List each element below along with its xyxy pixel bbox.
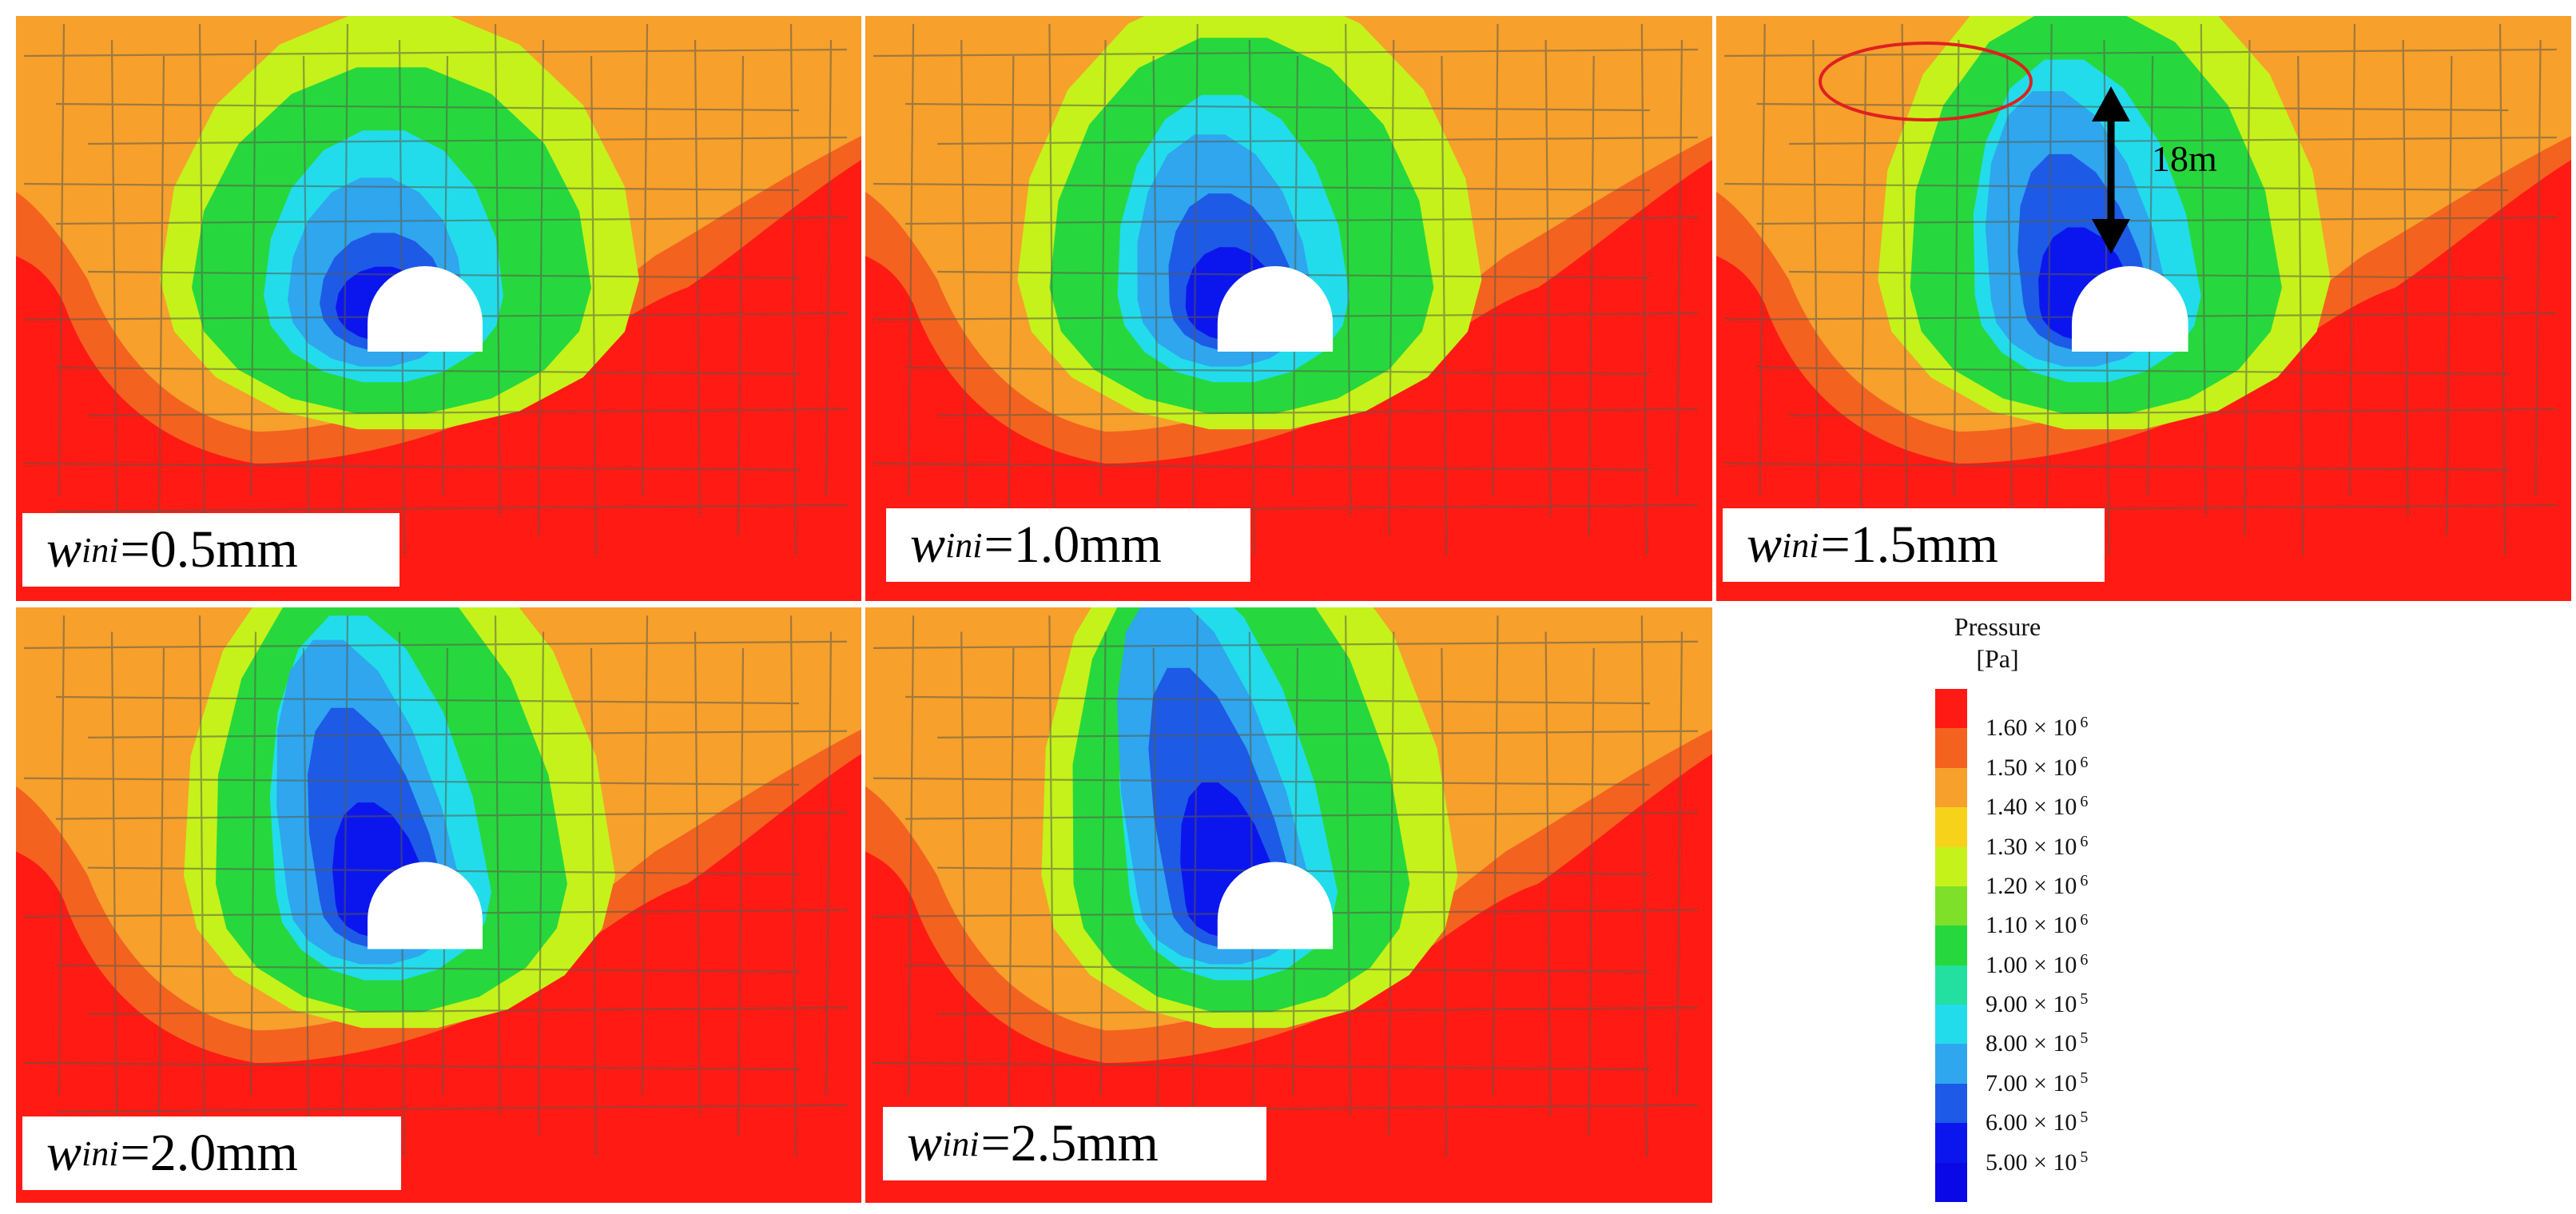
legend-swatch: [1935, 807, 1967, 847]
pressure-panel-1: w ini =0.5mm: [16, 16, 861, 601]
panel-label: w ini =1.5mm: [1723, 508, 2105, 582]
pressure-panel-4: w ini =2.0mm: [16, 607, 861, 1203]
legend-tick-label: 8.00 × 10 5: [1986, 1029, 2089, 1057]
tunnel-cavity: [1217, 266, 1334, 352]
distance-label: 18m: [2152, 138, 2217, 179]
legend-tick-label: 7.00 × 10 5: [1986, 1069, 2089, 1097]
legend-tick-label: 1.60 × 10 6: [1986, 714, 2089, 742]
fracture-network: [23, 615, 848, 1156]
legend-swatch: [1935, 886, 1967, 926]
pressure-contour-map: [865, 607, 1712, 1203]
pressure-panel-3: w ini =1.5mm 18m: [1716, 16, 2571, 601]
pressure-contour-map: [865, 16, 1712, 601]
legend-swatch: [1935, 846, 1967, 886]
panel-label: w ini =0.5mm: [22, 513, 400, 587]
legend-tick-label: 6.00 × 10 5: [1986, 1109, 2089, 1136]
legend-swatch: [1935, 767, 1967, 808]
legend-swatch: [1935, 965, 1967, 1005]
legend-color-bar: [1935, 689, 1967, 1202]
legend-tick-label: 1.40 × 10 6: [1986, 793, 2089, 821]
legend-swatch: [1935, 925, 1967, 965]
legend-unit: [Pa]: [1976, 644, 2019, 673]
legend-swatch: [1935, 728, 1967, 768]
fracture-network: [873, 615, 1698, 1156]
fracture-network: [1724, 23, 2557, 556]
pressure-contour-map: [16, 607, 861, 1203]
legend-tick-label: 1.30 × 10 6: [1986, 832, 2089, 860]
legend-tick-label: 1.50 × 10 6: [1986, 753, 2089, 781]
pressure-panel-2: w ini =1.0mm: [865, 16, 1712, 601]
highlight-ellipse: [1819, 42, 2033, 121]
panel-label: w ini =2.5mm: [883, 1107, 1266, 1180]
panel-label: w ini =2.0mm: [22, 1116, 401, 1190]
tunnel-cavity: [1217, 862, 1334, 949]
tunnel-cavity: [368, 266, 483, 352]
legend-swatch: [1935, 1044, 1967, 1084]
legend-tick-label: 9.00 × 10 5: [1986, 990, 2089, 1018]
legend-tick-label: 5.00 × 10 5: [1986, 1148, 2089, 1176]
legend-swatch: [1935, 689, 1967, 729]
legend-swatch: [1935, 1005, 1967, 1045]
legend-title: Pressure: [1954, 612, 2041, 641]
legend-tick-label: 1.10 × 10 6: [1986, 911, 2089, 939]
panel-label: w ini =1.0mm: [886, 508, 1250, 582]
tunnel-cavity: [2071, 266, 2188, 352]
arrow-head-up: [2092, 86, 2130, 121]
tunnel-cavity: [368, 862, 483, 949]
fracture-network: [23, 23, 848, 556]
pressure-legend: Pressure [Pa] 1.60 × 10 6 1.50 × 10 6 1.40 ×…: [1902, 609, 2205, 1208]
distance-annotation: [1819, 42, 2130, 254]
legend-tick-label: 1.00 × 10 6: [1986, 950, 2089, 978]
legend-swatch: [1935, 1162, 1967, 1202]
legend-swatch: [1935, 1123, 1967, 1163]
pressure-panel-5: w ini =2.5mm: [865, 607, 1712, 1203]
legend-swatch: [1935, 1083, 1967, 1124]
pressure-contour-map: [16, 16, 861, 601]
legend-tick-label: 1.20 × 10 6: [1986, 871, 2089, 899]
arrow-head-down: [2092, 219, 2130, 254]
